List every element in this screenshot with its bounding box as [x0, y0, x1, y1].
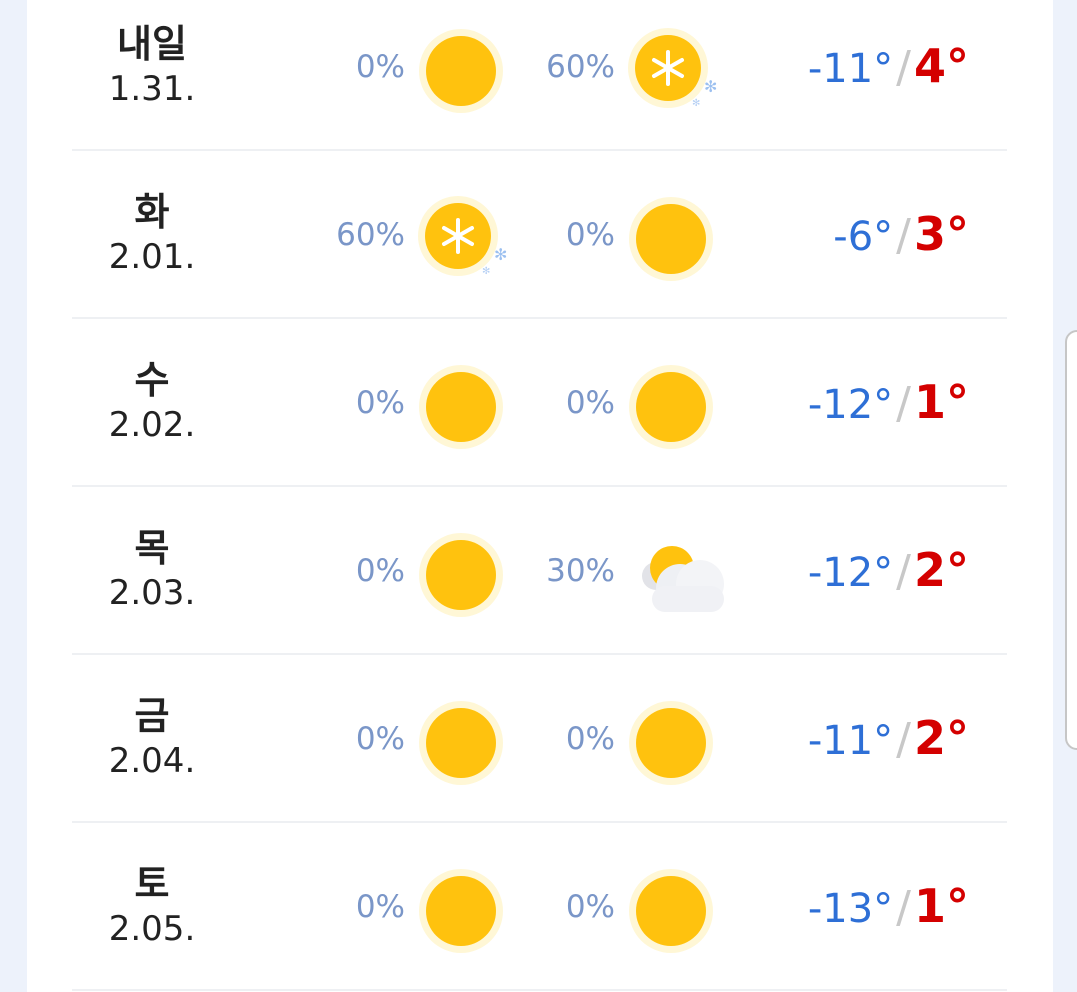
high-temp: 3°: [913, 207, 969, 261]
day-date: 2.03.: [108, 573, 196, 613]
scrollbar[interactable]: [1065, 330, 1077, 750]
weekly-forecast-card: 내일 1.31. 0% 60% ✻ ✻ -11°/4° 화 2.01. 60% ✻…: [27, 0, 1053, 992]
day-label: 목 2.03.: [72, 525, 232, 615]
high-temp: 1°: [913, 375, 969, 429]
day-label: 내일 1.31.: [72, 21, 232, 111]
temp-separator: /: [896, 42, 911, 93]
low-temp: -11°: [807, 46, 894, 92]
pm-precip: 30%: [546, 553, 615, 589]
svg-text:✻: ✻: [482, 266, 490, 277]
forecast-row[interactable]: 내일 1.31. 0% 60% ✻ ✻ -11°/4°: [72, 0, 1007, 151]
high-temp: 2°: [913, 711, 969, 765]
pm-precip: 0%: [565, 889, 615, 925]
temp-separator: /: [896, 378, 911, 429]
day-name: 토: [134, 862, 170, 906]
temperature: -12°/2°: [808, 543, 969, 597]
forecast-list: 내일 1.31. 0% 60% ✻ ✻ -11°/4° 화 2.01. 60% ✻…: [27, 0, 1053, 991]
svg-text:✻: ✻: [704, 77, 717, 96]
day-label: 토 2.05.: [72, 861, 232, 951]
day-name: 내일: [117, 22, 187, 66]
temperature: -12°/1°: [808, 375, 969, 429]
svg-text:✻: ✻: [494, 245, 507, 264]
temp-separator: /: [896, 210, 911, 261]
sun-icon: [418, 364, 504, 450]
temperature: -11°/2°: [808, 711, 969, 765]
day-name: 화: [134, 190, 170, 234]
am-precip: 0%: [355, 889, 405, 925]
sun-icon: [628, 196, 714, 282]
temp-separator: /: [896, 714, 911, 765]
temperature: -6°/3°: [833, 207, 969, 261]
sun-icon: [418, 532, 504, 618]
forecast-row[interactable]: 금 2.04. 0% 0% -11°/2°: [72, 655, 1007, 823]
svg-text:✻: ✻: [692, 98, 700, 109]
snow-icon: ✻ ✻: [418, 196, 507, 282]
temp-separator: /: [896, 882, 911, 933]
forecast-row[interactable]: 수 2.02. 0% 0% -12°/1°: [72, 319, 1007, 487]
low-temp: -13°: [807, 886, 894, 932]
forecast-row[interactable]: 목 2.03. 0% 30% -12°/2°: [72, 487, 1007, 655]
high-temp: 2°: [913, 543, 969, 597]
low-temp: -6°: [833, 214, 894, 260]
partly-cloudy-icon: [628, 532, 724, 618]
day-name: 금: [134, 694, 170, 738]
day-date: 2.04.: [108, 741, 196, 781]
am-precip: 60%: [336, 217, 405, 253]
sun-icon: [418, 700, 504, 786]
sun-icon: [628, 700, 714, 786]
day-date: 2.01.: [108, 237, 196, 277]
am-precip: 0%: [355, 49, 405, 85]
day-date: 2.05.: [108, 909, 196, 949]
am-precip: 0%: [355, 385, 405, 421]
snow-icon: ✻ ✻: [628, 28, 717, 114]
forecast-row[interactable]: 화 2.01. 60% ✻ ✻ 0% -6°/3°: [72, 151, 1007, 319]
high-temp: 4°: [913, 39, 969, 93]
sun-icon: [418, 28, 504, 114]
day-date: 1.31.: [108, 69, 196, 109]
day-name: 목: [134, 526, 170, 570]
day-date: 2.02.: [108, 405, 196, 445]
sun-icon: [628, 868, 714, 954]
low-temp: -12°: [807, 382, 894, 428]
temp-separator: /: [896, 546, 911, 597]
am-precip: 0%: [355, 721, 405, 757]
am-precip: 0%: [355, 553, 405, 589]
low-temp: -12°: [807, 550, 894, 596]
day-name: 수: [134, 358, 170, 402]
low-temp: -11°: [807, 718, 894, 764]
forecast-row[interactable]: 토 2.05. 0% 0% -13°/1°: [72, 823, 1007, 991]
sun-icon: [418, 868, 504, 954]
pm-precip: 0%: [565, 721, 615, 757]
temperature: -11°/4°: [808, 39, 969, 93]
pm-precip: 60%: [546, 49, 615, 85]
temperature: -13°/1°: [808, 879, 969, 933]
day-label: 수 2.02.: [72, 357, 232, 447]
sun-icon: [628, 364, 714, 450]
high-temp: 1°: [913, 879, 969, 933]
day-label: 금 2.04.: [72, 693, 232, 783]
day-label: 화 2.01.: [72, 189, 232, 279]
pm-precip: 0%: [565, 217, 615, 253]
pm-precip: 0%: [565, 385, 615, 421]
